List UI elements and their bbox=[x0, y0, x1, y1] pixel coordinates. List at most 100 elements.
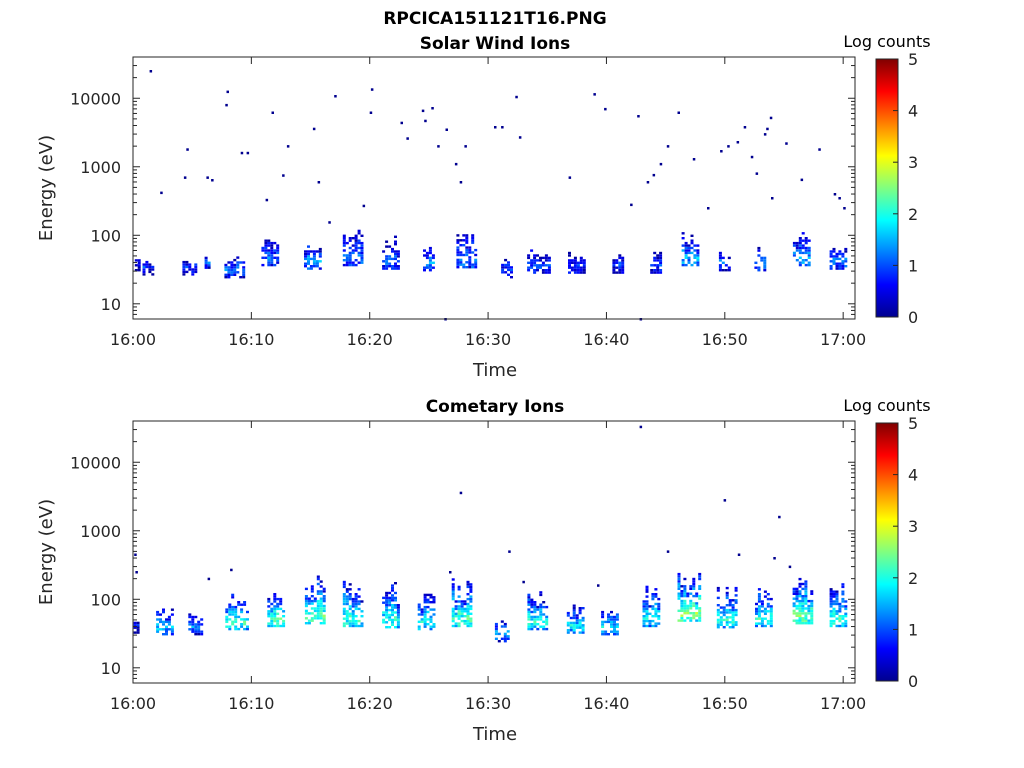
spectrogram-cell bbox=[391, 621, 394, 624]
spectrogram-cell bbox=[536, 627, 540, 631]
spectrogram-cell bbox=[342, 263, 346, 267]
spectrogram-cell bbox=[579, 271, 583, 274]
spectrogram-cell bbox=[267, 610, 271, 613]
spectrogram-cell bbox=[795, 590, 799, 593]
spectrogram-cell bbox=[835, 262, 839, 265]
spectrogram-cell bbox=[396, 250, 400, 253]
spectrogram-cell bbox=[696, 256, 700, 259]
spectrogram-cell bbox=[795, 244, 799, 247]
spectrogram-cell bbox=[690, 246, 694, 250]
spectrogram-cell bbox=[650, 264, 654, 267]
spectrogram-cell bbox=[795, 249, 799, 252]
spectrogram-cell bbox=[659, 269, 663, 272]
spectrogram-cell bbox=[497, 640, 501, 643]
spectrogram-cell bbox=[757, 593, 761, 596]
spectrogram-cell bbox=[645, 610, 649, 613]
spectrogram-cell bbox=[351, 261, 355, 264]
spectrogram-cell bbox=[804, 580, 808, 583]
spectrogram-cell bbox=[170, 628, 174, 631]
spectrogram-cell bbox=[466, 583, 470, 586]
spectrogram-cell bbox=[530, 627, 534, 631]
spectrogram-cell bbox=[243, 603, 247, 606]
spectrogram-cell bbox=[539, 593, 543, 597]
spectrogram-cell bbox=[137, 264, 141, 267]
spectrogram-cell bbox=[227, 268, 231, 272]
spectrogram-cell bbox=[388, 596, 392, 600]
spectrogram-cell bbox=[659, 256, 663, 260]
spectrogram-cell bbox=[731, 606, 735, 609]
spectrogram-cell bbox=[792, 602, 796, 605]
spectrogram-cell bbox=[804, 249, 808, 252]
y-tick-label: 10000 bbox=[70, 89, 121, 108]
spectrogram-cell bbox=[696, 249, 700, 252]
spectrogram-cell bbox=[527, 601, 531, 604]
spectrogram-cell bbox=[394, 591, 397, 595]
spectrogram-cell bbox=[165, 625, 168, 628]
spectrogram-cell bbox=[394, 255, 397, 258]
spectrogram-cell bbox=[388, 265, 392, 268]
spectrogram-point bbox=[271, 111, 274, 114]
spectrogram-cell bbox=[829, 260, 833, 263]
spectrogram-cell bbox=[569, 616, 573, 620]
spectrogram-cell bbox=[270, 244, 274, 247]
spectrogram-cell bbox=[832, 600, 836, 603]
spectrogram-cell bbox=[654, 622, 658, 625]
spectrogram-cell bbox=[618, 269, 622, 272]
spectrogram-cell bbox=[310, 587, 314, 591]
spectrogram-cell bbox=[228, 608, 232, 611]
spectrogram-cell bbox=[460, 619, 464, 623]
spectrogram-cell bbox=[240, 625, 244, 628]
spectrogram-cell bbox=[570, 261, 574, 264]
spectrogram-point bbox=[207, 577, 211, 581]
spectrogram-cell bbox=[391, 623, 394, 626]
spectrogram-cell bbox=[466, 597, 470, 601]
spectrogram-cell bbox=[457, 615, 461, 618]
spectrogram-cell bbox=[575, 621, 579, 625]
spectrogram-cell bbox=[497, 632, 501, 636]
spectrogram-point bbox=[454, 162, 458, 166]
spectrogram-cell bbox=[182, 265, 186, 269]
spectrogram-cell bbox=[468, 248, 472, 252]
spectrogram-cell bbox=[224, 268, 228, 272]
spectrogram-cell bbox=[841, 597, 845, 601]
spectrogram-cell bbox=[225, 608, 229, 611]
spectrogram-cell bbox=[530, 610, 534, 614]
spectrogram-cell bbox=[145, 263, 149, 266]
spectrogram-cell bbox=[469, 617, 473, 620]
spectrogram-cell bbox=[539, 613, 543, 616]
spectrogram-cell bbox=[645, 619, 649, 623]
spectrogram-cell bbox=[429, 593, 433, 597]
spectrogram-cell bbox=[801, 609, 805, 613]
spectrogram-cell bbox=[757, 622, 761, 625]
spectrogram-cell bbox=[725, 608, 729, 612]
spectrogram-cell bbox=[734, 608, 738, 612]
spectrogram-cell bbox=[474, 258, 478, 262]
spectrogram-cell bbox=[568, 271, 571, 274]
spectrogram-cell bbox=[621, 261, 625, 264]
spectrogram-point bbox=[334, 95, 337, 98]
spectrogram-cell bbox=[391, 250, 394, 253]
spectrogram-cell bbox=[656, 266, 660, 269]
spectrogram-cell bbox=[231, 623, 235, 626]
spectrogram-cell bbox=[610, 625, 613, 628]
spectrogram-cell bbox=[310, 595, 314, 598]
spectrogram-cell bbox=[801, 587, 805, 591]
spectrogram-cell bbox=[423, 623, 427, 626]
spectrogram-cell bbox=[200, 623, 204, 626]
spectrogram-cell bbox=[807, 239, 811, 242]
spectrogram-cell bbox=[582, 264, 586, 267]
spectrogram-cell bbox=[686, 612, 690, 615]
spectrogram-cell bbox=[530, 598, 534, 601]
spectrogram-cell bbox=[579, 261, 583, 264]
spectrogram-cell bbox=[642, 617, 646, 620]
spectrogram-cell bbox=[533, 259, 537, 262]
spectrogram-cell bbox=[451, 615, 455, 618]
spectrogram-cell bbox=[270, 612, 274, 615]
spectrogram-cell bbox=[466, 605, 470, 608]
spectrogram-cell bbox=[357, 595, 361, 598]
spectrogram-cell bbox=[692, 616, 696, 620]
spectrogram-cell bbox=[527, 615, 531, 619]
spectrogram-cell bbox=[457, 585, 461, 589]
spectrogram-cell bbox=[273, 610, 277, 613]
